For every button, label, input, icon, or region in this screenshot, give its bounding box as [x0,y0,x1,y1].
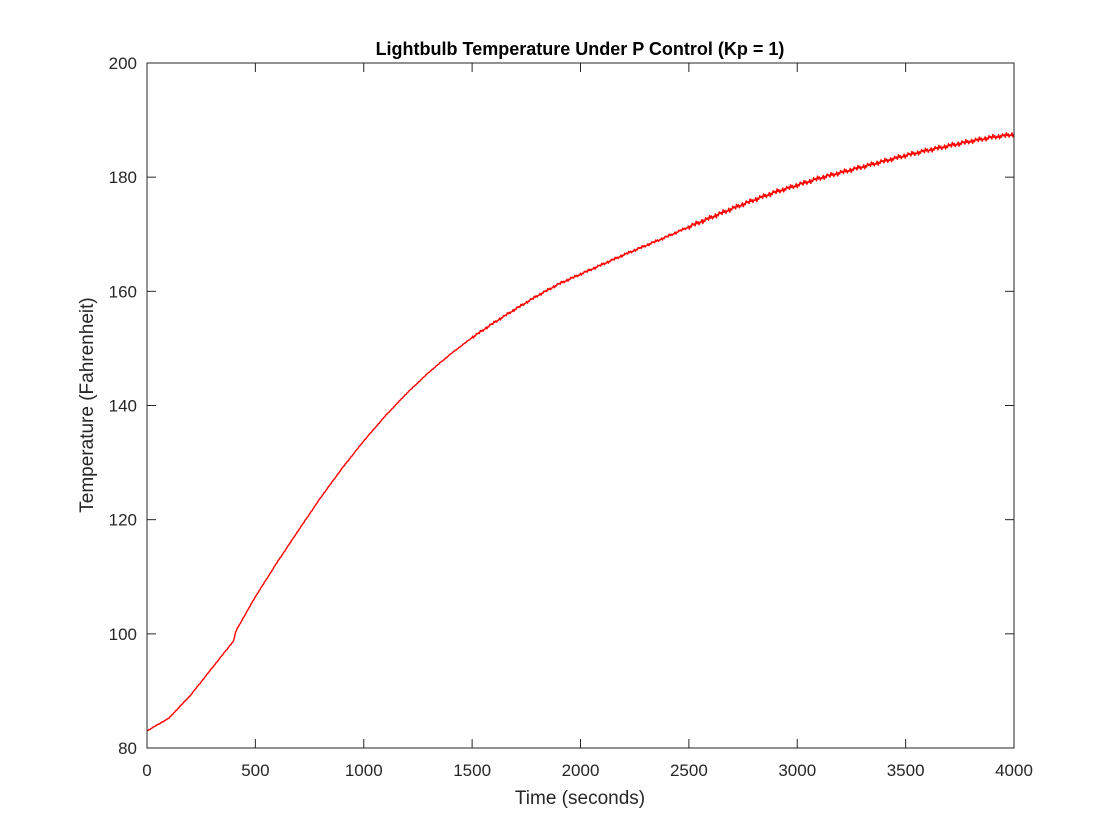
y-tick-label: 100 [109,625,137,644]
y-tick-label: 80 [118,739,137,758]
series-line-0 [146,132,1015,732]
x-tick-label: 2000 [562,761,600,780]
x-tick-label: 1000 [345,761,383,780]
y-tick-label: 120 [109,511,137,530]
y-tick-label: 160 [109,282,137,301]
y-tick-label: 140 [109,397,137,416]
x-tick-label: 3500 [887,761,925,780]
y-tick-label: 200 [109,54,137,73]
chart-title: Lightbulb Temperature Under P Control (K… [376,39,785,59]
x-tick-label: 3000 [778,761,816,780]
x-tick-label: 2500 [670,761,708,780]
y-tick-label: 180 [109,168,137,187]
x-tick-label: 500 [241,761,269,780]
y-axis-label: Temperature (Fahrenheit) [77,297,98,512]
x-tick-label: 0 [142,761,151,780]
x-tick-label: 1500 [453,761,491,780]
plot-area: 0 500 1000 1500 2000 2500 3000 3500 4000 80 100 120… [109,54,1033,780]
x-tick-label: 4000 [995,761,1033,780]
x-axis-label: Time (seconds) [515,788,645,809]
